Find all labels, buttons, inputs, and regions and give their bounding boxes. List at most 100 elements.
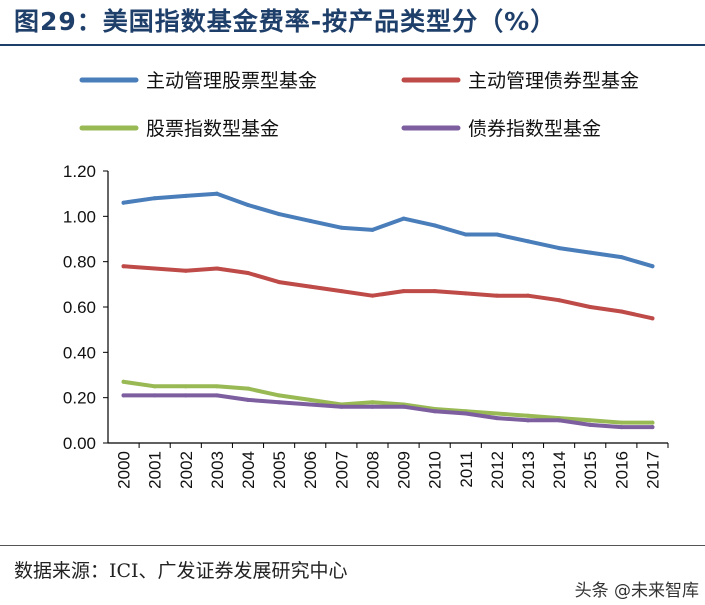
data-point xyxy=(650,420,655,425)
data-point xyxy=(246,397,250,402)
data-point xyxy=(121,264,126,269)
data-point xyxy=(246,203,250,207)
legend-label: 股票指数型基金 xyxy=(146,118,279,140)
x-tick-label: 2012 xyxy=(488,451,507,489)
data-point xyxy=(432,289,437,294)
data-point xyxy=(152,196,157,201)
data-point xyxy=(650,264,655,269)
data-point xyxy=(121,200,126,205)
legend-label: 债券指数型基金 xyxy=(468,118,601,140)
data-point xyxy=(463,232,468,237)
data-point xyxy=(121,393,126,398)
series-line-3 xyxy=(121,379,655,425)
data-point xyxy=(214,393,219,398)
data-point xyxy=(246,271,250,275)
chart-series xyxy=(121,191,655,430)
data-point xyxy=(526,239,530,244)
data-point xyxy=(494,411,499,416)
data-point xyxy=(401,404,406,409)
data-point xyxy=(152,384,157,389)
legend-label: 主动管理股票型基金 xyxy=(146,70,317,92)
data-point xyxy=(401,289,406,294)
chart-axes: 0.00 0.20 0.40 0.60 0.80 1.00 1.20 2000 2001 2002… xyxy=(63,162,669,489)
data-point xyxy=(214,191,219,196)
data-point xyxy=(121,379,126,384)
data-point xyxy=(308,284,313,289)
data-point xyxy=(619,309,624,314)
data-point xyxy=(463,411,468,416)
x-tick-label: 2001 xyxy=(146,451,165,489)
data-point xyxy=(432,223,437,228)
x-tick-label: 2002 xyxy=(177,451,196,489)
data-point xyxy=(370,227,375,232)
y-tick-label: 1.00 xyxy=(63,207,96,226)
data-point xyxy=(526,293,530,298)
y-tick-label: 0.20 xyxy=(63,389,96,408)
data-point xyxy=(277,400,282,405)
data-point xyxy=(588,418,593,423)
data-point xyxy=(152,393,157,398)
data-point xyxy=(277,393,282,398)
data-point xyxy=(370,404,375,409)
data-point xyxy=(463,291,468,296)
x-tick-label: 2015 xyxy=(581,451,600,489)
legend-label: 主动管理债券型基金 xyxy=(468,70,639,92)
y-tick-label: 1.20 xyxy=(63,162,96,181)
data-point xyxy=(432,409,437,414)
x-tick-label: 2016 xyxy=(612,451,631,489)
data-point xyxy=(308,218,313,223)
data-point xyxy=(588,422,593,427)
x-tick-label: 2000 xyxy=(115,451,134,489)
data-point xyxy=(526,413,530,418)
x-tick-label: 2009 xyxy=(395,451,414,489)
title-divider xyxy=(0,44,705,46)
data-point xyxy=(370,400,375,405)
data-point xyxy=(152,266,157,271)
data-point xyxy=(339,225,344,230)
x-tick-label: 2008 xyxy=(363,451,382,489)
y-tick-label: 0.80 xyxy=(63,253,96,272)
series-line-4 xyxy=(121,393,655,430)
data-point xyxy=(494,293,499,298)
data-point xyxy=(494,416,499,421)
series-line-1 xyxy=(121,191,655,269)
data-point xyxy=(619,255,624,260)
data-point xyxy=(526,418,530,423)
source-divider xyxy=(0,545,705,546)
data-point xyxy=(619,420,624,425)
x-tick-label: 2004 xyxy=(239,451,258,489)
source-note: 数据来源：ICI、广发证券发展研究中心 xyxy=(14,560,348,582)
data-point xyxy=(183,193,188,198)
data-point xyxy=(308,402,313,407)
x-tick-label: 2005 xyxy=(270,451,289,489)
data-point xyxy=(339,289,344,294)
x-tick-label: 2017 xyxy=(643,451,662,489)
x-tick-label: 2010 xyxy=(426,451,445,489)
figure-title: 图29：美国指数基金费率-按产品类型分（%） xyxy=(14,7,557,36)
data-point xyxy=(183,384,188,389)
data-point xyxy=(370,293,375,298)
x-tick-label: 2014 xyxy=(550,451,569,489)
data-point xyxy=(557,418,562,423)
x-tick-label: 2003 xyxy=(208,451,227,489)
y-tick-label: 0.40 xyxy=(63,343,96,362)
data-point xyxy=(183,268,188,273)
data-point xyxy=(650,425,655,430)
y-tick-label: 0.00 xyxy=(63,434,96,453)
data-point xyxy=(494,232,499,237)
data-point xyxy=(650,316,655,321)
y-tick-label: 0.60 xyxy=(63,298,96,317)
data-point xyxy=(214,384,219,389)
data-point xyxy=(214,266,219,271)
data-point xyxy=(557,298,562,303)
data-point xyxy=(401,216,406,221)
data-point xyxy=(183,393,188,398)
data-point xyxy=(277,280,282,285)
data-point xyxy=(308,397,313,402)
x-tick-label: 2013 xyxy=(519,451,538,489)
data-point xyxy=(619,425,624,430)
data-point xyxy=(588,305,593,309)
data-point xyxy=(588,250,593,255)
x-tick-label: 2006 xyxy=(301,451,320,489)
